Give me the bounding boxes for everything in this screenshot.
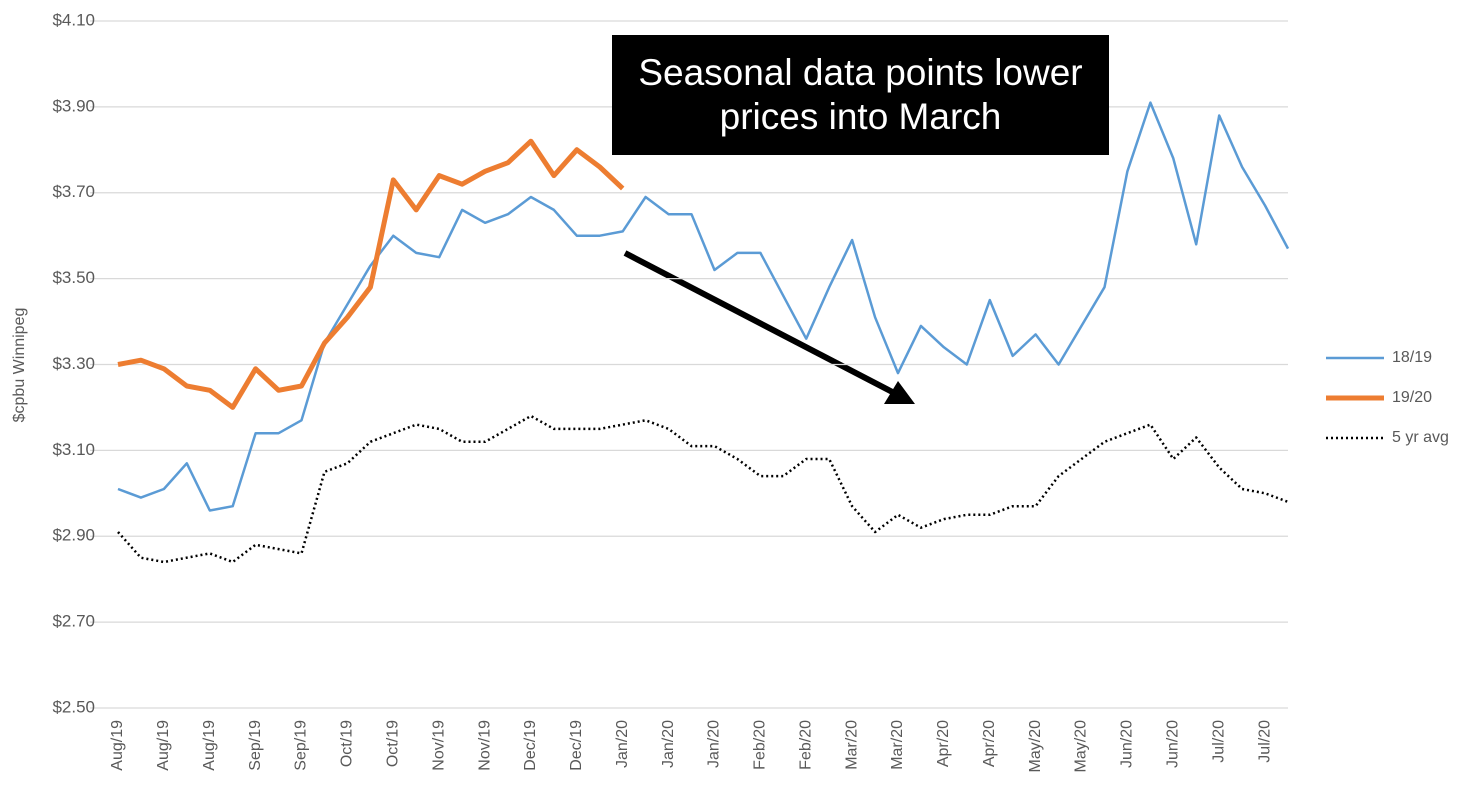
y-tick-label: $3.50 [52, 268, 95, 287]
y-tick-label: $2.50 [52, 697, 95, 716]
x-tick-label: Mar/20 [889, 720, 906, 770]
x-tick-label: Mar/20 [843, 720, 860, 770]
x-tick-label: Nov/19 [430, 720, 447, 771]
x-tick-label: Dec/19 [568, 720, 585, 771]
x-tick-label: Jun/20 [1119, 720, 1136, 768]
x-tick-label: Jul/20 [1210, 720, 1227, 763]
line-series [117, 138, 625, 410]
x-tick-label: Dec/19 [522, 720, 539, 771]
x-tick-label: Feb/20 [752, 720, 769, 770]
x-tick-label: May/20 [1027, 720, 1044, 773]
arrow-head [884, 381, 915, 404]
x-tick-label: Aug/19 [109, 720, 126, 771]
x-tick-label: Sep/19 [247, 720, 264, 771]
x-tick-label: Aug/19 [201, 720, 218, 771]
legend-label: 18/19 [1392, 349, 1432, 366]
x-tick-label: Apr/20 [981, 720, 998, 767]
x-tick-label: Sep/19 [293, 720, 310, 771]
y-tick-label: $4.10 [52, 10, 95, 29]
legend-label: 5 yr avg [1392, 429, 1449, 446]
y-tick-label: $2.70 [52, 612, 95, 631]
x-tick-label: Jul/20 [1256, 720, 1273, 763]
y-tick-label: $3.90 [52, 96, 95, 115]
x-tick-label: Jan/20 [706, 720, 723, 768]
y-axis-label: $cpbu Winnipeg [11, 308, 28, 423]
legend-label: 19/20 [1392, 389, 1432, 406]
x-tick-label: Nov/19 [476, 720, 493, 771]
line-series [117, 101, 1290, 512]
y-tick-label: $3.30 [52, 354, 95, 373]
arrow-shaft [623, 250, 904, 400]
y-tick-label: $3.70 [52, 182, 95, 201]
annotation: Seasonal data points lower prices into M… [612, 35, 1109, 155]
x-tick-label: Aug/19 [155, 720, 172, 771]
y-tick-label: $3.10 [52, 440, 95, 459]
x-tick-label: Jan/20 [614, 720, 631, 768]
y-tick-label: $2.90 [52, 526, 95, 545]
x-tick-label: Jan/20 [660, 720, 677, 768]
x-tick-label: Oct/19 [339, 720, 356, 767]
x-tick-label: May/20 [1073, 720, 1090, 773]
x-tick-label: Feb/20 [797, 720, 814, 770]
x-tick-label: Jun/20 [1165, 720, 1182, 768]
x-tick-label: Apr/20 [935, 720, 952, 767]
x-tick-label: Oct/19 [385, 720, 402, 767]
line-series [117, 414, 1289, 564]
